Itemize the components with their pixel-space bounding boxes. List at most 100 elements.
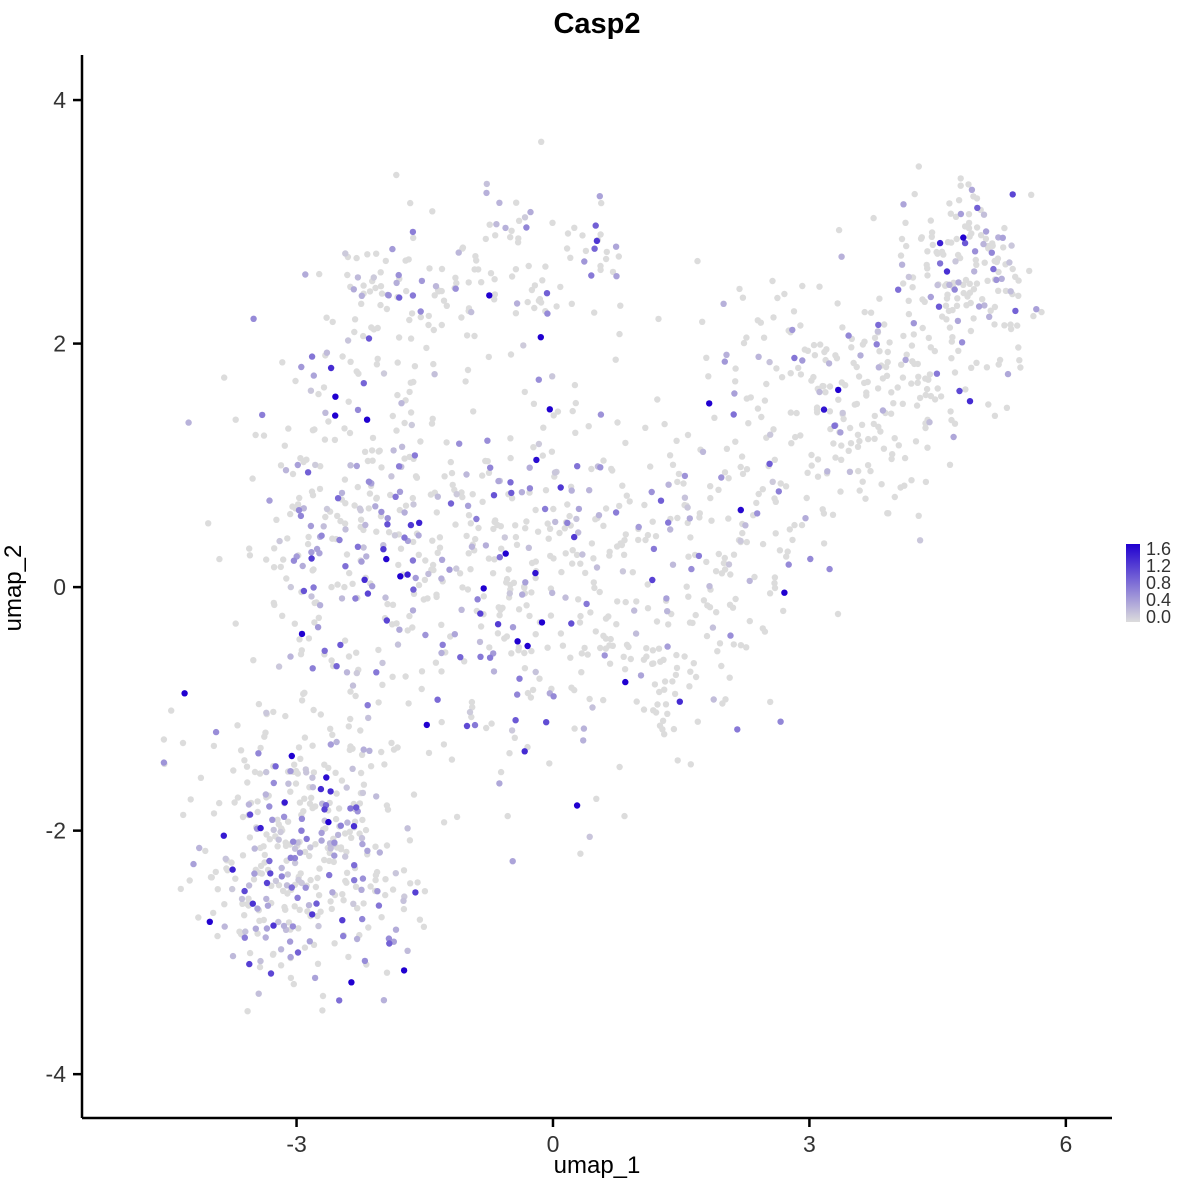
data-point	[532, 668, 539, 676]
data-point	[769, 478, 776, 485]
data-point	[743, 334, 750, 341]
data-point	[946, 324, 954, 331]
data-point	[1006, 259, 1013, 266]
plot-title: Casp2	[553, 8, 641, 40]
data-point	[524, 642, 531, 650]
data-point	[797, 322, 804, 329]
data-point	[358, 886, 365, 893]
data-point	[545, 535, 552, 542]
data-point	[303, 835, 310, 843]
data-point	[232, 416, 239, 423]
data-point	[963, 302, 970, 309]
data-point	[731, 390, 738, 397]
data-point	[287, 974, 295, 982]
data-point	[1001, 224, 1008, 232]
data-point	[532, 506, 539, 514]
data-point	[886, 339, 893, 346]
data-point	[422, 557, 429, 564]
data-point	[802, 515, 809, 522]
data-point	[471, 332, 478, 340]
data-point	[694, 257, 701, 265]
data-point	[287, 953, 294, 961]
data-point	[477, 610, 484, 617]
data-point	[279, 887, 287, 895]
data-point	[564, 230, 572, 237]
data-point	[336, 997, 343, 1004]
data-point	[826, 408, 834, 415]
data-point	[434, 696, 441, 703]
data-point	[813, 406, 821, 413]
data-point	[568, 684, 575, 691]
data-point	[587, 609, 594, 616]
data-point	[347, 462, 354, 469]
data-point	[429, 537, 436, 544]
data-point	[266, 857, 273, 865]
data-point	[721, 469, 729, 476]
data-point	[546, 760, 553, 767]
data-point	[267, 970, 275, 977]
data-point	[304, 908, 311, 915]
data-point	[905, 297, 912, 304]
data-point	[374, 324, 381, 332]
data-point	[870, 420, 877, 428]
data-point	[525, 262, 532, 270]
data-point	[411, 452, 419, 459]
data-point	[263, 925, 271, 932]
data-point	[319, 992, 327, 1000]
data-point	[786, 526, 793, 533]
data-point	[971, 248, 979, 255]
data-point	[667, 526, 674, 533]
data-point	[575, 596, 582, 603]
data-point	[259, 411, 266, 419]
data-point	[562, 550, 569, 557]
data-point	[856, 487, 863, 494]
data-point	[973, 280, 981, 287]
data-point	[777, 480, 784, 487]
data-point	[655, 315, 662, 323]
data-point	[482, 542, 490, 549]
data-point	[990, 265, 997, 273]
data-point	[260, 843, 267, 850]
data-point	[358, 292, 365, 299]
data-point	[761, 628, 769, 635]
data-point	[328, 583, 335, 591]
data-point	[968, 230, 975, 237]
data-point	[865, 435, 872, 443]
data-point	[556, 529, 563, 537]
data-point	[974, 204, 981, 212]
legend-tick-label: 0.4	[1146, 590, 1171, 610]
data-point	[322, 409, 329, 416]
data-point	[410, 586, 417, 593]
data-point	[540, 424, 547, 431]
data-point	[775, 488, 782, 495]
data-point	[392, 926, 400, 933]
data-point	[239, 813, 247, 821]
data-point	[788, 440, 795, 447]
data-point	[359, 789, 367, 797]
data-point	[524, 689, 532, 697]
data-point	[692, 673, 700, 681]
data-point	[234, 794, 242, 801]
data-point	[187, 796, 194, 803]
data-point	[897, 252, 905, 259]
data-point	[372, 503, 379, 510]
data-point	[515, 217, 523, 224]
data-point	[369, 434, 377, 442]
data-point	[755, 353, 762, 360]
data-point	[286, 938, 294, 945]
data-point	[580, 725, 588, 732]
data-point	[508, 727, 516, 734]
data-point	[495, 477, 502, 485]
data-point	[477, 623, 485, 630]
data-point	[241, 757, 248, 764]
data-point	[903, 242, 910, 250]
data-point	[409, 557, 417, 564]
data-point	[772, 498, 779, 505]
data-point	[718, 474, 725, 481]
data-point	[290, 980, 297, 988]
data-point	[512, 266, 520, 273]
data-point	[396, 626, 403, 633]
data-point	[900, 332, 907, 340]
data-point	[221, 901, 228, 908]
data-point	[502, 550, 509, 557]
